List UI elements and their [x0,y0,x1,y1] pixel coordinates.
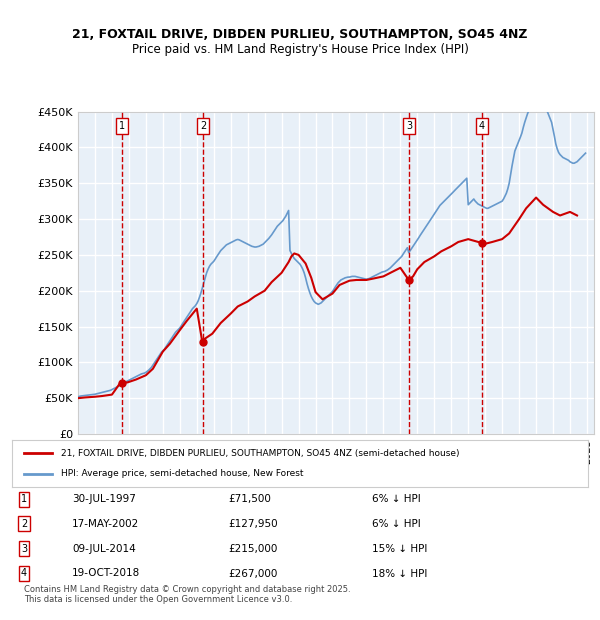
Text: 4: 4 [479,121,485,131]
Text: 21, FOXTAIL DRIVE, DIBDEN PURLIEU, SOUTHAMPTON, SO45 4NZ (semi-detached house): 21, FOXTAIL DRIVE, DIBDEN PURLIEU, SOUTH… [61,449,460,458]
Text: 18% ↓ HPI: 18% ↓ HPI [372,569,427,578]
Text: 3: 3 [406,121,412,131]
Text: 2: 2 [21,519,27,529]
Text: £127,950: £127,950 [228,519,278,529]
Text: £215,000: £215,000 [228,544,277,554]
Text: 1: 1 [21,494,27,504]
Text: 15% ↓ HPI: 15% ↓ HPI [372,544,427,554]
Text: £267,000: £267,000 [228,569,277,578]
Text: Price paid vs. HM Land Registry's House Price Index (HPI): Price paid vs. HM Land Registry's House … [131,43,469,56]
Text: Contains HM Land Registry data © Crown copyright and database right 2025.
This d: Contains HM Land Registry data © Crown c… [24,585,350,604]
Text: 2: 2 [200,121,206,131]
Text: 3: 3 [21,544,27,554]
Text: 17-MAY-2002: 17-MAY-2002 [72,519,139,529]
Text: 6% ↓ HPI: 6% ↓ HPI [372,494,421,504]
Text: 30-JUL-1997: 30-JUL-1997 [72,494,136,504]
Text: 1: 1 [119,121,125,131]
Text: HPI: Average price, semi-detached house, New Forest: HPI: Average price, semi-detached house,… [61,469,304,478]
Text: £71,500: £71,500 [228,494,271,504]
Text: 19-OCT-2018: 19-OCT-2018 [72,569,140,578]
Text: 09-JUL-2014: 09-JUL-2014 [72,544,136,554]
Text: 6% ↓ HPI: 6% ↓ HPI [372,519,421,529]
Text: 21, FOXTAIL DRIVE, DIBDEN PURLIEU, SOUTHAMPTON, SO45 4NZ: 21, FOXTAIL DRIVE, DIBDEN PURLIEU, SOUTH… [72,28,528,41]
Text: 4: 4 [21,569,27,578]
